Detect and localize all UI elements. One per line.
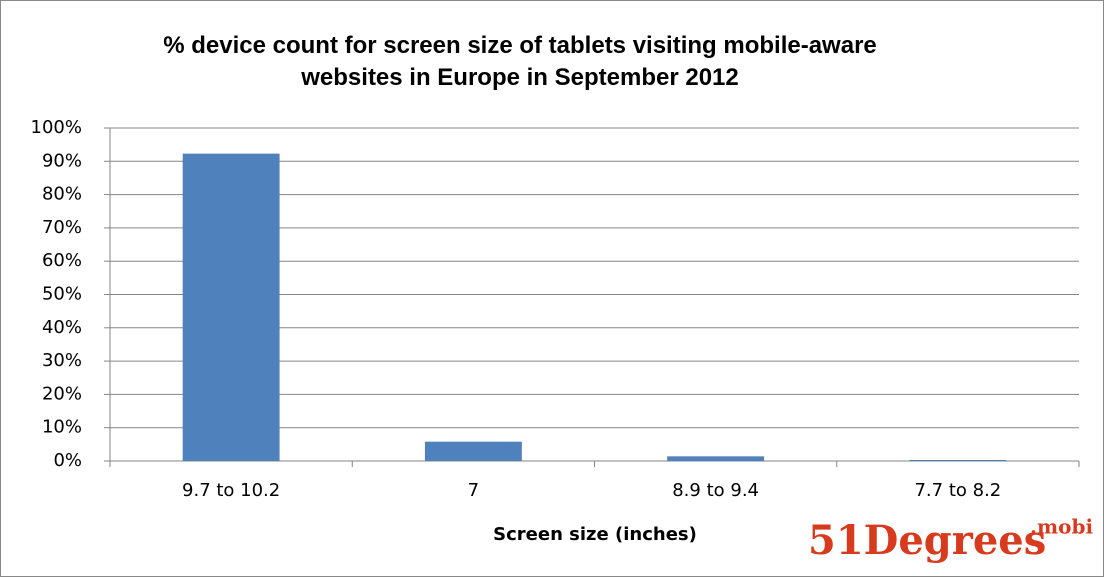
bar [667,456,765,461]
y-tick-label: 100% [31,117,82,138]
y-tick-label: 40% [42,317,82,338]
y-tick-label: 80% [42,184,82,205]
logo-suffix: .mobi [1030,515,1093,539]
y-tick-label: 0% [53,450,82,471]
x-tick-label: 7.7 to 8.2 [914,480,1001,501]
y-tick-label: 10% [42,417,82,438]
x-tick-label: 7 [468,480,479,501]
bar [182,153,280,462]
x-tick-label: 8.9 to 9.4 [672,480,759,501]
y-tick-label: 50% [42,284,82,305]
y-tick-label: 60% [42,250,82,271]
y-tick-label: 90% [42,150,82,171]
y-tick-label: 30% [42,350,82,371]
logo: 51Degrees [808,517,1046,564]
x-tick-label: 9.7 to 10.2 [182,480,280,501]
y-tick-label: 70% [42,217,82,238]
chart-title: % device count for screen size of tablet… [163,32,877,91]
y-tick-label: 20% [42,383,82,404]
x-axis-title: Screen size (inches) [493,524,697,545]
bar [424,441,522,461]
bar [909,460,1007,461]
